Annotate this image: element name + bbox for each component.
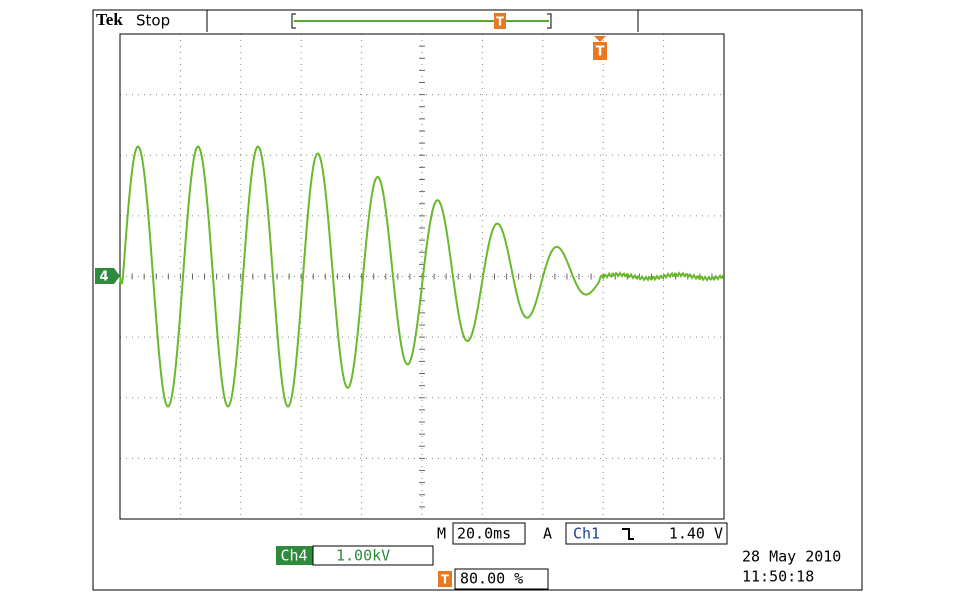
timebase: 20.0ms (457, 525, 511, 543)
trigger-icon (593, 42, 607, 60)
trigger-source: Ch1 (573, 525, 600, 543)
trigger-box (565, 522, 728, 545)
trigger-level: 1.40 V (669, 525, 723, 543)
time: 11:50:18 (742, 568, 814, 586)
frame (92, 9, 863, 591)
position-icon-label: T (441, 573, 450, 587)
brand: Tek (96, 10, 123, 29)
position-box (454, 568, 549, 590)
channel-marker-label: 4 (99, 270, 108, 285)
trigger-position: 80.00 % (460, 570, 523, 588)
channel-marker (95, 268, 120, 284)
acquisition-state: Stop (136, 12, 170, 30)
trigger-icon-label: T (496, 15, 505, 29)
trigger-icon (494, 13, 506, 29)
date: 28 May 2010 (742, 548, 841, 566)
timebase-prefix: M (437, 525, 446, 543)
scale-box (312, 545, 434, 566)
trigger-mode: A (543, 525, 552, 543)
channel: Ch4 (280, 547, 307, 565)
channel-badge (276, 546, 313, 565)
timebase-box (452, 522, 526, 545)
channel-scale: 1.00kV (336, 547, 390, 565)
waveform (119, 145, 725, 408)
trigger-icon-label: T (596, 45, 605, 60)
falling-edge-icon (622, 528, 634, 540)
graticule (119, 33, 724, 520)
trigger-arrow (594, 36, 606, 42)
position-icon (438, 571, 452, 587)
record-bracket (291, 13, 552, 29)
